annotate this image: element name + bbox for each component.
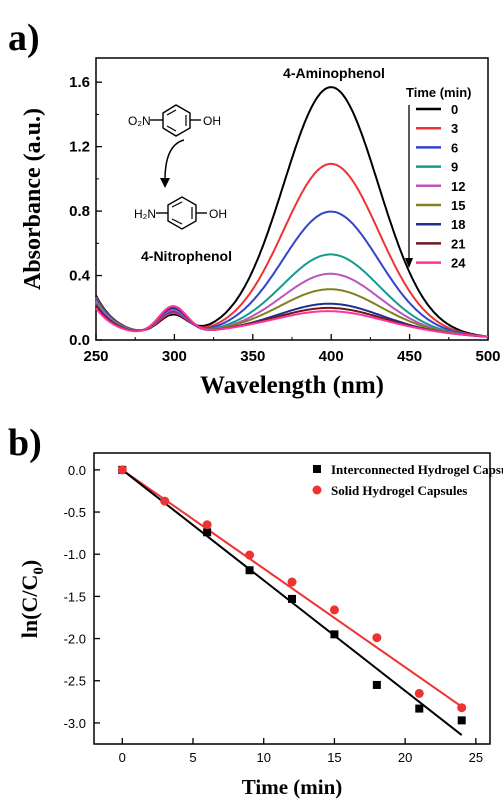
aminophenol-structure: H₂N OH [134,196,227,230]
x-tick-label: 450 [397,348,422,365]
chart-a-legend: Time (min) 0 3 6 9 12 15 18 21 24 [405,85,472,271]
legend-label-9: 9 [451,160,458,175]
kinetics-chart: 0 5 10 15 20 25 0.0 -0.5 -1.0 -1.5 -2.0 -2.5 -3.0 Ti… [17,452,503,799]
x-tick-label: 0 [119,750,126,765]
data-point-interconnected [245,566,254,575]
hydroxyl-label-top: OH [203,114,221,128]
data-point-solid [414,688,424,698]
ylabel-main: ln(C/C [17,575,42,639]
chart-a-ticks: 250 300 350 400 450 500 0.0 0.4 0.8 1.2 1.6 [69,74,500,365]
legend-label-0: 0 [451,102,458,117]
y-tick-label: -2.0 [64,632,86,647]
data-point-interconnected [203,528,212,537]
legend-label-18: 18 [451,217,465,232]
legend-label-solid: Solid Hydrogel Capsules [331,483,467,498]
y-tick-label: 1.2 [69,139,90,156]
y-tick-label: 1.6 [69,74,90,91]
panel-a-label: a) [8,17,40,59]
legend-label-15: 15 [451,198,465,213]
x-tick-label: 25 [469,750,483,765]
absorbance-curve-24-min [95,305,489,338]
nitrophenol-structure: O₂N OH [128,104,221,137]
absorbance-chart: 250 300 350 400 450 500 0.0 0.4 0.8 1.2 1.6 Wavele… [20,57,501,399]
legend-label-24: 24 [451,256,466,271]
data-point-interconnected [372,680,381,689]
y-tick-label: 0.8 [69,203,90,220]
y-tick-label: -2.5 [64,674,86,689]
legend-title: Time (min) [406,85,472,100]
nitro-group-label: O₂N [128,114,151,128]
data-point-solid [160,496,170,506]
data-point-interconnected [288,594,296,603]
data-point-solid [202,520,212,530]
x-tick-label: 500 [475,348,500,365]
x-tick-label: 10 [256,750,270,765]
chart-b-frame [93,452,491,745]
data-point-solid [245,550,255,560]
x-tick-label: 15 [327,750,341,765]
chart-b-y-axis-label: ln(C/C0) [17,560,47,638]
chart-a-y-axis-label: Absorbance (a.u.) [20,108,46,290]
amine-group-label: H₂N [134,207,156,221]
legend-label-interconnected: Interconnected Hydrogel Capsules [331,462,503,477]
legend-marker-solid [312,485,322,495]
y-tick-label: 0.0 [68,463,86,478]
y-tick-label: -0.5 [64,505,86,520]
x-tick-label: 250 [83,348,108,365]
data-point-interconnected [457,716,466,725]
ylabel-subscript: 0 [31,567,47,575]
absorbance-curve-6-min [95,210,489,338]
data-point-solid [117,465,127,475]
legend-label-3: 3 [451,121,458,136]
y-tick-label: -3.0 [64,716,86,731]
y-tick-label: 0.0 [69,332,90,349]
chart-b-x-axis-label: Time (min) [242,775,343,799]
legend-label-6: 6 [451,140,458,155]
chart-b-points [117,465,467,725]
x-tick-label: 300 [162,348,187,365]
legend-label-12: 12 [451,179,465,194]
legend-label-21: 21 [451,236,465,251]
legend-marker-interconnected [313,465,321,473]
chart-a-frame [95,57,489,341]
fit-line-solid [121,469,463,708]
data-point-solid [329,605,339,615]
chart-a-x-axis-label: Wavelength (nm) [200,372,384,399]
hydroxyl-label-bottom: OH [209,207,227,221]
panel-b-label: b) [8,422,42,464]
chart-a-curves [95,86,489,338]
data-point-interconnected [415,704,424,713]
ylabel-close: ) [17,560,42,567]
y-tick-label: -1.0 [64,547,86,562]
data-point-interconnected [330,630,339,639]
data-point-solid [372,633,382,643]
x-tick-label: 400 [319,348,344,365]
x-tick-label: 350 [240,348,265,365]
reactant-label: 4-Nitrophenol [141,248,232,264]
reaction-scheme: O₂N OH H₂N OH 4-Nitrophenol [128,104,232,264]
x-tick-label: 20 [398,750,412,765]
data-point-solid [287,577,297,587]
product-label: 4-Aminophenol [283,65,385,81]
time-arrow-head [405,258,413,268]
y-tick-label: 0.4 [69,268,91,285]
chart-b-legend: Interconnected Hydrogel Capsules Solid Hy… [312,462,503,498]
reaction-arrow [160,139,185,188]
chart-b-ticks: 0 5 10 15 20 25 0.0 -0.5 -1.0 -1.5 -2.0 -2.5 -3.0 [64,463,483,765]
data-point-solid [457,703,467,713]
x-tick-label: 5 [189,750,196,765]
y-tick-label: -1.5 [64,589,86,604]
